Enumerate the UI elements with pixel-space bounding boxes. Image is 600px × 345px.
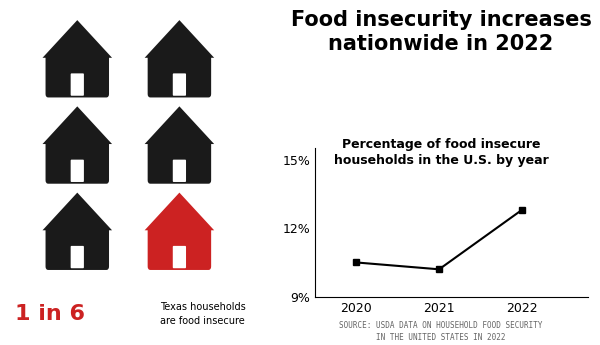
Text: Texas households
are food insecure: Texas households are food insecure xyxy=(160,302,246,326)
FancyBboxPatch shape xyxy=(71,160,84,182)
Text: Percentage of food insecure
households in the U.S. by year: Percentage of food insecure households i… xyxy=(334,138,548,167)
FancyBboxPatch shape xyxy=(148,227,211,270)
FancyBboxPatch shape xyxy=(148,54,211,97)
Polygon shape xyxy=(43,193,112,230)
FancyBboxPatch shape xyxy=(173,160,186,182)
Text: 1 in 6: 1 in 6 xyxy=(14,304,85,324)
FancyBboxPatch shape xyxy=(46,54,109,97)
Text: Food insecurity increases
nationwide in 2022: Food insecurity increases nationwide in … xyxy=(290,10,592,53)
FancyBboxPatch shape xyxy=(148,141,211,184)
FancyBboxPatch shape xyxy=(71,73,84,96)
Text: SOURCE: USDA DATA ON HOUSEHOLD FOOD SECURITY
IN THE UNITED STATES IN 2022: SOURCE: USDA DATA ON HOUSEHOLD FOOD SECU… xyxy=(339,322,543,342)
Polygon shape xyxy=(145,193,214,230)
FancyBboxPatch shape xyxy=(46,141,109,184)
Polygon shape xyxy=(43,106,112,144)
FancyBboxPatch shape xyxy=(71,246,84,268)
FancyBboxPatch shape xyxy=(173,246,186,268)
Polygon shape xyxy=(145,20,214,58)
Polygon shape xyxy=(145,106,214,144)
Polygon shape xyxy=(43,20,112,58)
FancyBboxPatch shape xyxy=(173,73,186,96)
FancyBboxPatch shape xyxy=(46,227,109,270)
